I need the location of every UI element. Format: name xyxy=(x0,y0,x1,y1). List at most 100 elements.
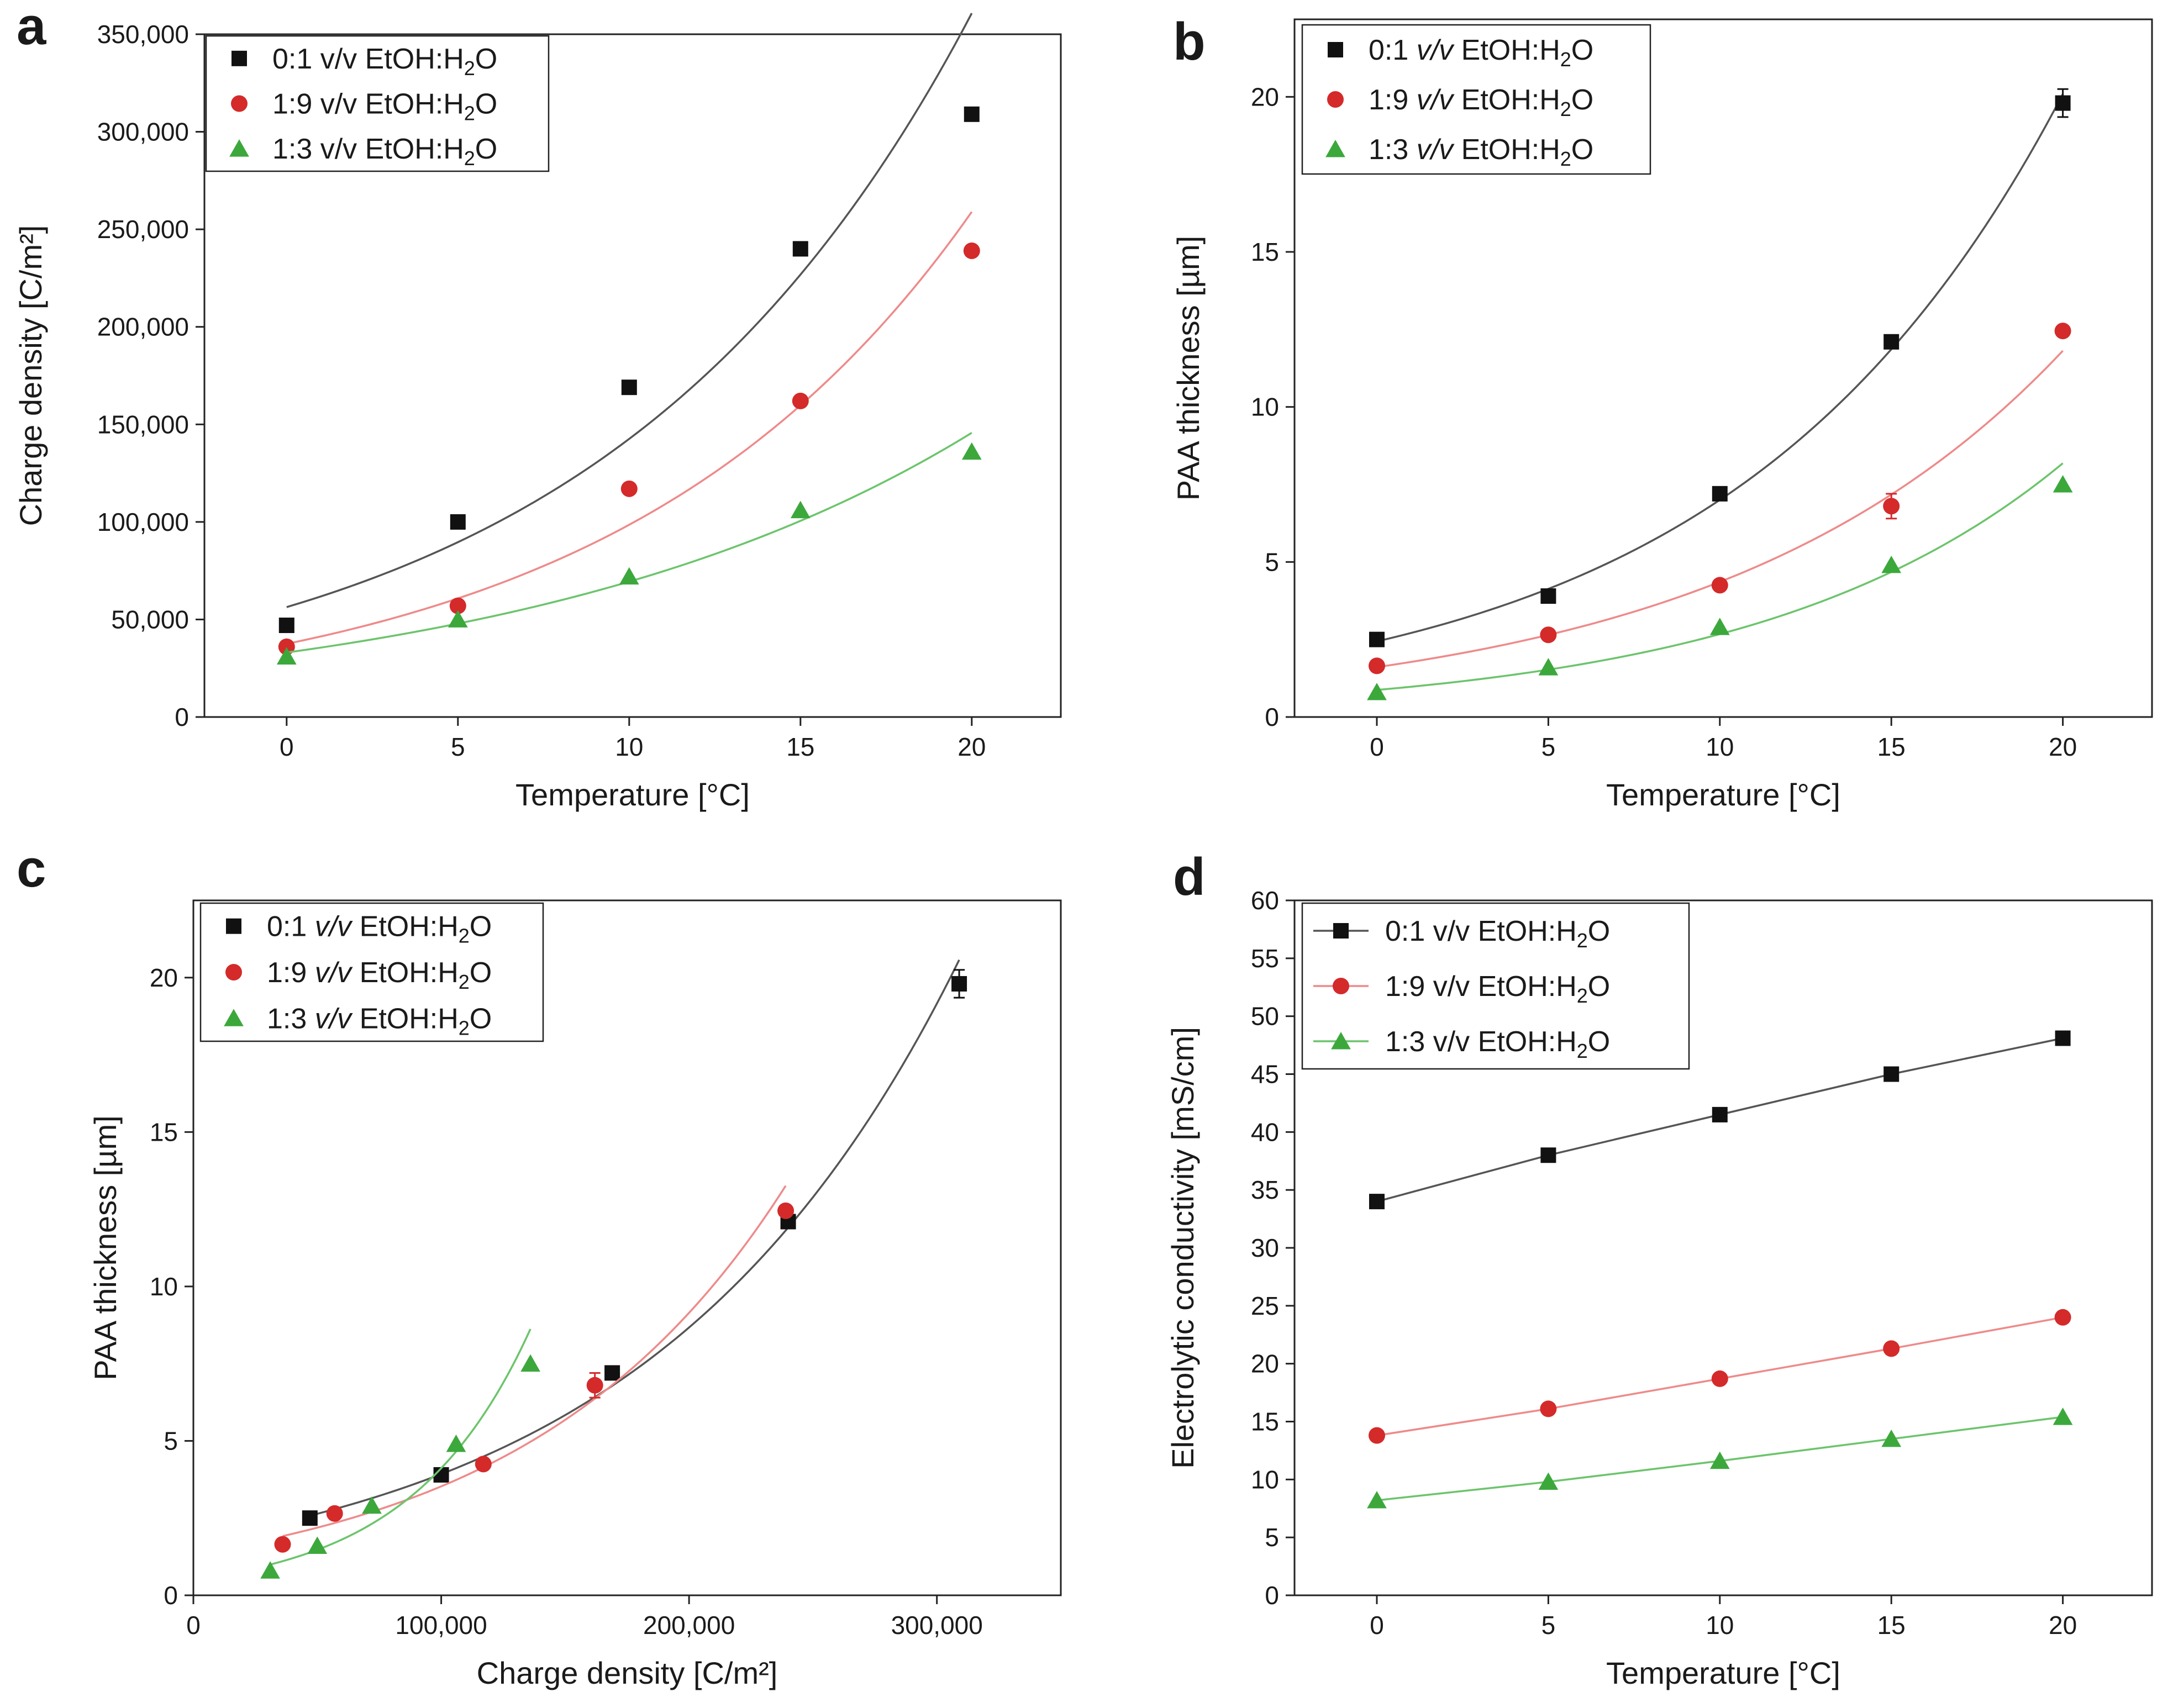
y-axis-label: PAA thickness [µm] xyxy=(1171,236,1206,500)
y-tick-label: 35 xyxy=(1251,1175,1279,1204)
data-point xyxy=(449,597,466,614)
x-tick-label: 5 xyxy=(1541,1611,1556,1640)
data-point xyxy=(1711,1370,1728,1387)
data-point xyxy=(1883,498,1900,515)
x-tick-label: 100,000 xyxy=(395,1611,487,1640)
y-tick-label: 20 xyxy=(1251,1349,1279,1378)
legend-marker xyxy=(1327,91,1344,108)
x-axis-label: Temperature [°C] xyxy=(1606,1656,1840,1690)
legend-label: 1:3 v/v EtOH:H2O xyxy=(267,1003,492,1039)
x-tick-label: 10 xyxy=(1706,1611,1734,1640)
data-point xyxy=(964,106,980,122)
data-point xyxy=(520,1354,540,1372)
legend-marker xyxy=(231,95,248,112)
data-point xyxy=(1709,1451,1730,1469)
series-3 xyxy=(276,432,982,665)
legend-marker xyxy=(226,918,241,934)
data-point xyxy=(1368,1427,1385,1444)
y-tick-label: 5 xyxy=(1265,547,1279,576)
data-point xyxy=(2054,1309,2071,1326)
legend: 0:1 v/v EtOH:H2O 1:9 v/v EtOH:H2O 1:3 v/v … xyxy=(199,902,544,1042)
x-tick-label: 5 xyxy=(451,732,465,761)
y-tick-label: 0 xyxy=(164,1581,178,1610)
data-point xyxy=(362,1496,382,1514)
x-tick-label: 10 xyxy=(1706,732,1734,761)
series-3 xyxy=(1367,462,2073,700)
y-tick-label: 55 xyxy=(1251,944,1279,973)
data-point xyxy=(2055,1030,2071,1046)
fit-line xyxy=(286,13,973,608)
y-tick-label: 150,000 xyxy=(97,410,189,439)
y-tick-label: 15 xyxy=(1251,1407,1279,1436)
x-tick-label: 20 xyxy=(2049,1611,2077,1640)
x-tick-label: 10 xyxy=(615,732,643,761)
x-tick-label: 5 xyxy=(1541,732,1556,761)
legend: 0:1 v/v EtOH:H2O 1:9 v/v EtOH:H2O 1:3 v/v … xyxy=(205,35,550,172)
y-tick-label: 0 xyxy=(1265,1581,1279,1610)
y-tick-label: 45 xyxy=(1251,1060,1279,1089)
data-point xyxy=(274,1536,291,1553)
panel-c: c 0 100,000 200,000 300,000 0 5 10 15 20 Charge de… xyxy=(17,839,1062,1690)
legend-marker xyxy=(1333,978,1349,994)
x-tick-label: 200,000 xyxy=(643,1611,735,1640)
legend-marker xyxy=(1325,140,1345,157)
y-tick-label: 5 xyxy=(164,1426,178,1455)
data-point xyxy=(951,976,967,992)
data-point xyxy=(586,1377,603,1394)
legend-marker xyxy=(231,50,247,66)
x-tick-label: 0 xyxy=(1370,732,1384,761)
plot-frame xyxy=(203,33,1062,718)
fit-line xyxy=(286,211,973,645)
y-axis-label: Electrolytic conductivity [mS/cm] xyxy=(1165,1027,1200,1469)
y-tick-label: 15 xyxy=(1251,238,1279,266)
legend-marker xyxy=(229,139,249,157)
data-point xyxy=(604,1365,620,1381)
x-tick-label: 20 xyxy=(2049,732,2077,761)
x-tick-label: 15 xyxy=(786,732,814,761)
series-2 xyxy=(1368,1309,2071,1444)
data-point xyxy=(792,241,808,257)
legend-box xyxy=(205,35,550,172)
legend-label: 1:9 v/v EtOH:H2O xyxy=(1369,84,1593,120)
data-point xyxy=(1540,588,1556,604)
x-tick-label: 300,000 xyxy=(891,1611,983,1640)
data-point xyxy=(1883,1340,1900,1357)
data-point xyxy=(963,242,980,259)
data-point xyxy=(307,1536,328,1554)
y-tick-label: 350,000 xyxy=(97,20,189,49)
panel-letter: d xyxy=(1173,847,1206,906)
legend: 0:1 v/v EtOH:H2O 1:9 v/v EtOH:H2O 1:3 v/v … xyxy=(1301,24,1651,175)
y-tick-label: 40 xyxy=(1251,1117,1279,1146)
panel-letter: b xyxy=(1173,12,1206,71)
x-axis-label: Temperature [°C] xyxy=(515,777,750,812)
data-point xyxy=(260,1561,280,1579)
legend-marker xyxy=(225,964,242,980)
data-point xyxy=(302,1510,318,1526)
legend-label: 1:9 v/v EtOH:H2O xyxy=(267,957,492,993)
data-point xyxy=(278,638,295,655)
legend-label: 0:1 v/v EtOH:H2O xyxy=(272,43,497,80)
data-point xyxy=(1881,1429,1902,1447)
x-tick-label: 0 xyxy=(280,732,294,761)
plot-frame xyxy=(1293,18,2153,718)
x-tick-label: 0 xyxy=(1370,1611,1384,1640)
data-point xyxy=(1712,486,1728,502)
data-point xyxy=(790,500,811,519)
data-point xyxy=(2054,323,2071,340)
series-2 xyxy=(1368,323,2071,674)
data-point xyxy=(1369,1194,1385,1210)
fit-line xyxy=(309,959,960,1517)
series-1 xyxy=(302,959,967,1526)
y-tick-label: 250,000 xyxy=(97,215,189,244)
legend-label: 0:1 v/v EtOH:H2O xyxy=(1385,915,1610,952)
data-point xyxy=(450,514,466,530)
data-point xyxy=(621,379,637,396)
data-point xyxy=(1538,1472,1559,1490)
legend: 0:1 v/v EtOH:H2O 1:9 v/v EtOH:H2O 1:3 v/v … xyxy=(1301,902,1690,1070)
series-2 xyxy=(278,211,980,655)
data-point xyxy=(620,480,638,497)
fit-line xyxy=(1376,93,2064,642)
y-tick-label: 10 xyxy=(150,1272,178,1301)
data-point xyxy=(1540,1400,1557,1417)
